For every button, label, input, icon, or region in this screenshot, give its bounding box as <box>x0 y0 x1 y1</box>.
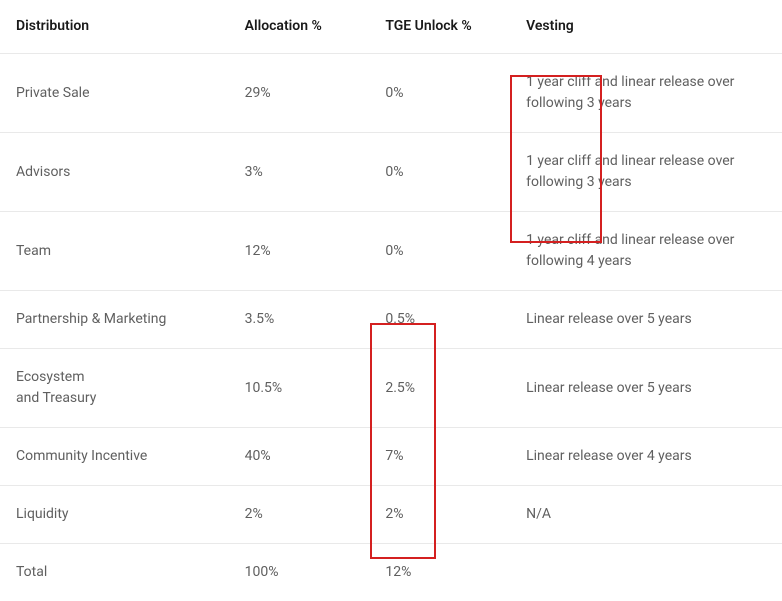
col-header-allocation: Allocation % <box>235 0 376 54</box>
cell-allocation: 3.5% <box>235 291 376 349</box>
cell-distribution: Liquidity <box>0 486 235 544</box>
cell-allocation: 10.5% <box>235 349 376 428</box>
cell-tge-unlock: 0% <box>375 212 516 291</box>
table-row: Ecosystemand Treasury 10.5% 2.5% Linear … <box>0 349 782 428</box>
table-header-row: Distribution Allocation % TGE Unlock % V… <box>0 0 782 54</box>
cell-distribution: Partnership & Marketing <box>0 291 235 349</box>
table-row: Partnership & Marketing 3.5% 0.5% Linear… <box>0 291 782 349</box>
cell-vesting <box>516 544 782 601</box>
cell-vesting: Linear release over 4 years <box>516 428 782 486</box>
token-distribution-table: Distribution Allocation % TGE Unlock % V… <box>0 0 782 601</box>
cell-distribution: Team <box>0 212 235 291</box>
table-row: Total 100% 12% <box>0 544 782 601</box>
cell-allocation: 40% <box>235 428 376 486</box>
cell-tge-unlock: 2% <box>375 486 516 544</box>
col-header-tge-unlock: TGE Unlock % <box>375 0 516 54</box>
cell-distribution: Community Incentive <box>0 428 235 486</box>
cell-distribution: Private Sale <box>0 54 235 133</box>
cell-allocation: 3% <box>235 133 376 212</box>
cell-tge-unlock: 7% <box>375 428 516 486</box>
cell-tge-unlock: 0.5% <box>375 291 516 349</box>
table-row: Advisors 3% 0% 1 year cliff and linear r… <box>0 133 782 212</box>
cell-tge-unlock: 2.5% <box>375 349 516 428</box>
cell-allocation: 100% <box>235 544 376 601</box>
table-body: Private Sale 29% 0% 1 year cliff and lin… <box>0 54 782 601</box>
table-row: Private Sale 29% 0% 1 year cliff and lin… <box>0 54 782 133</box>
cell-distribution: Ecosystemand Treasury <box>0 349 235 428</box>
cell-vesting: 1 year cliff and linear release over fol… <box>516 212 782 291</box>
cell-vesting: Linear release over 5 years <box>516 349 782 428</box>
cell-distribution: Total <box>0 544 235 601</box>
cell-allocation: 12% <box>235 212 376 291</box>
table-row: Liquidity 2% 2% N/A <box>0 486 782 544</box>
cell-distribution: Advisors <box>0 133 235 212</box>
cell-allocation: 29% <box>235 54 376 133</box>
col-header-distribution: Distribution <box>0 0 235 54</box>
cell-tge-unlock: 0% <box>375 133 516 212</box>
cell-vesting: N/A <box>516 486 782 544</box>
cell-tge-unlock: 0% <box>375 54 516 133</box>
cell-allocation: 2% <box>235 486 376 544</box>
cell-tge-unlock: 12% <box>375 544 516 601</box>
cell-vesting: 1 year cliff and linear release over fol… <box>516 133 782 212</box>
col-header-vesting: Vesting <box>516 0 782 54</box>
table-row: Team 12% 0% 1 year cliff and linear rele… <box>0 212 782 291</box>
cell-vesting: 1 year cliff and linear release over fol… <box>516 54 782 133</box>
table-row: Community Incentive 40% 7% Linear releas… <box>0 428 782 486</box>
cell-vesting: Linear release over 5 years <box>516 291 782 349</box>
